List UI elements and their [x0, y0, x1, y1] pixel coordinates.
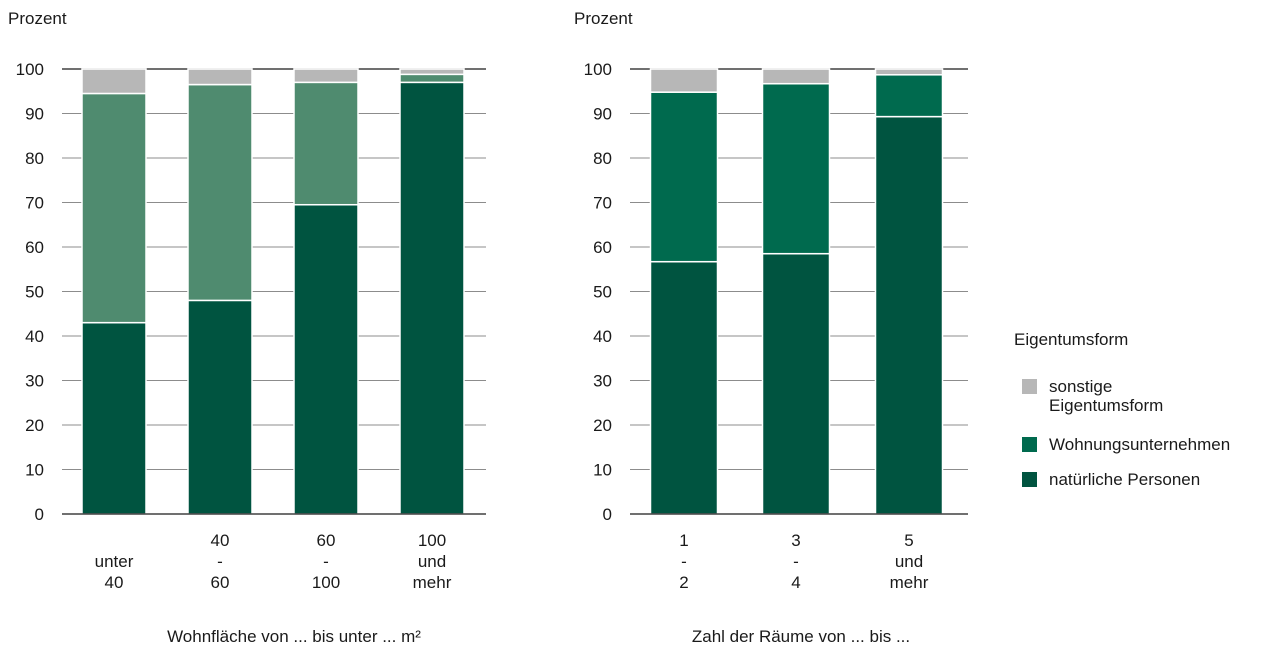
legend-swatch-natuerliche-personen: [1022, 472, 1037, 487]
chart2-bar-2-segment-1: [761, 252, 831, 515]
chart2-x-tick-label: 2: [679, 573, 688, 592]
chart1-bar-2-segment-2: [187, 83, 253, 302]
chart1-y-tick-label: 50: [25, 283, 44, 302]
chart1-y-tick-label: 100: [16, 60, 44, 79]
chart1-bar-2-segment-1: [187, 299, 253, 515]
chart1-x-tick-label: 40: [211, 531, 230, 550]
chart2-x-tick-label: und: [895, 552, 923, 571]
chart1-y-tick-label: 60: [25, 238, 44, 257]
chart2-bar-1-segment-1: [649, 260, 719, 515]
chart1-x-tick-label: -: [217, 552, 223, 571]
legend-label-sonstige: sonstige Eigentumsform: [1049, 377, 1164, 415]
chart1-x-tick-label: 60: [317, 531, 336, 550]
legend-label-wohnungsunternehmen: Wohnungsunternehmen: [1049, 435, 1231, 454]
chart2-x-tick-label: 3: [791, 531, 800, 550]
chart1-y-tick-label: 90: [25, 105, 44, 124]
chart2-x-tick-label: 5: [904, 531, 913, 550]
chart2-bar-2-segment-2: [761, 82, 831, 255]
chart1-y-tick-label: 20: [25, 416, 44, 435]
chart1-bar-1-segment-1: [81, 321, 147, 515]
chart1-y-tick-label: 30: [25, 372, 44, 391]
chart2-y-tick-label: 100: [584, 60, 612, 79]
chart1-x-tick-label: unter: [95, 552, 134, 571]
chart2-bar-3-segment-1: [874, 115, 944, 515]
chart2-x-tick-label: 1: [679, 531, 688, 550]
chart2-y-tick-label: 80: [593, 149, 612, 168]
chart2-y-tick-label: 20: [593, 416, 612, 435]
chart1-x-axis-label: Wohnfläche von ... bis unter ... m²: [167, 627, 421, 646]
chart1-x-tick-label: mehr: [413, 573, 452, 592]
chart2-x-axis-label: Zahl der Räume von ... bis ...: [692, 627, 910, 646]
chart1-x-tick-label: 60: [211, 573, 230, 592]
legend-title: Eigentumsform: [1014, 330, 1129, 349]
chart1-x-tick-label: -: [323, 552, 329, 571]
legend: Eigentumsform sonstige Eigentumsform Woh…: [1014, 330, 1282, 509]
chart1-y-axis-label: Prozent: [8, 9, 67, 28]
chart1-x-tick-label: 100: [418, 531, 446, 550]
chart1-y-tick-label: 0: [35, 505, 44, 524]
chart2-x-tick-label: -: [793, 552, 799, 571]
chart1-y-tick-label: 70: [25, 194, 44, 213]
chart1-bar-1-segment-3: [81, 68, 147, 95]
chart1-bar-1-segment-2: [81, 92, 147, 324]
chart2-x-tick-label: 4: [791, 573, 800, 592]
legend-swatch-wohnungsunternehmen: [1022, 437, 1037, 452]
chart1-bar-3-segment-3: [293, 68, 359, 84]
legend-item-wohnungsunternehmen: Wohnungsunternehmen: [1014, 435, 1282, 454]
chart1-x-tick-label: 40: [105, 573, 124, 592]
chart2-bar-3-segment-3: [874, 68, 944, 76]
chart1-y-tick-label: 80: [25, 149, 44, 168]
chart2-x-tick-label: mehr: [890, 573, 929, 592]
chart2-y-tick-label: 30: [593, 372, 612, 391]
chart1-bar-2-segment-3: [187, 68, 253, 86]
chart1-y-tick-label: 40: [25, 327, 44, 346]
legend-item-sonstige: sonstige Eigentumsform: [1014, 377, 1282, 415]
chart1-bar-4-segment-1: [399, 81, 465, 515]
legend-item-natuerliche-personen: natürliche Personen: [1014, 470, 1282, 489]
chart1-bar-4-segment-3: [399, 68, 465, 76]
chart2-y-tick-label: 50: [593, 283, 612, 302]
chart1-x-tick-label: und: [418, 552, 446, 571]
chart2-y-tick-label: 90: [593, 105, 612, 124]
chart2-y-tick-label: 0: [603, 505, 612, 524]
chart2-x-tick-label: -: [681, 552, 687, 571]
chart1-bar-4-segment-2: [399, 73, 465, 84]
chart1-bar-3-segment-1: [293, 203, 359, 515]
chart1-x-tick-label: 100: [312, 573, 340, 592]
chart2-y-tick-label: 70: [593, 194, 612, 213]
chart2-bar-1-segment-3: [649, 68, 719, 93]
chart2-y-axis-label: Prozent: [574, 9, 633, 28]
chart2-bar-3-segment-2: [874, 74, 944, 118]
chart1-bar-3-segment-2: [293, 81, 359, 206]
chart2-y-tick-label: 10: [593, 461, 612, 480]
legend-swatch-sonstige: [1022, 379, 1037, 394]
legend-label-natuerliche-personen: natürliche Personen: [1049, 470, 1201, 489]
chart2-bar-2-segment-3: [761, 68, 831, 85]
chart2-bar-1-segment-2: [649, 91, 719, 263]
chart2-y-tick-label: 60: [593, 238, 612, 257]
chart1-y-tick-label: 10: [25, 461, 44, 480]
chart2-y-tick-label: 40: [593, 327, 612, 346]
